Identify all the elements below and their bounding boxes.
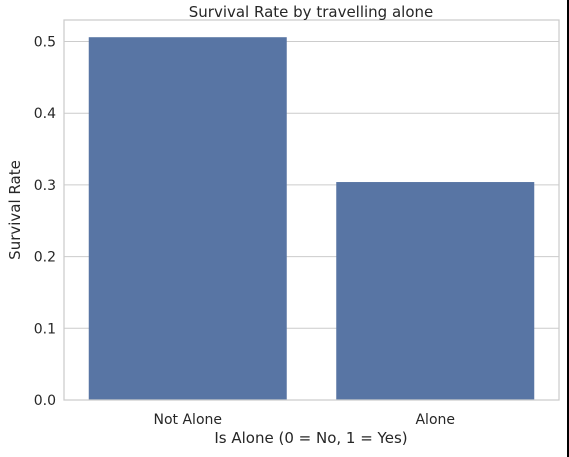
y-axis-label: Survival Rate bbox=[6, 160, 24, 260]
x-axis-label: Is Alone (0 = No, 1 = Yes) bbox=[214, 429, 407, 447]
y-tick-label: 0.1 bbox=[34, 321, 56, 337]
y-tick-label: 0.0 bbox=[34, 393, 56, 409]
x-tick-label: Alone bbox=[415, 412, 455, 428]
bar-not-alone bbox=[88, 37, 287, 400]
y-tick-label: 0.2 bbox=[34, 250, 56, 266]
y-tick-labels: 0.0 0.1 0.2 0.3 0.4 0.5 bbox=[34, 35, 56, 409]
y-tick-label: 0.3 bbox=[34, 178, 56, 194]
y-tick-label: 0.4 bbox=[34, 106, 56, 122]
x-tick-label: Not Alone bbox=[154, 412, 223, 428]
x-tick-labels: Not Alone Alone bbox=[154, 412, 456, 428]
y-tick-label: 0.5 bbox=[34, 35, 56, 51]
bar-alone bbox=[336, 182, 535, 400]
plot-frame bbox=[63, 19, 560, 401]
chart-title: Survival Rate by travelling alone bbox=[189, 3, 434, 21]
bars bbox=[88, 37, 535, 400]
